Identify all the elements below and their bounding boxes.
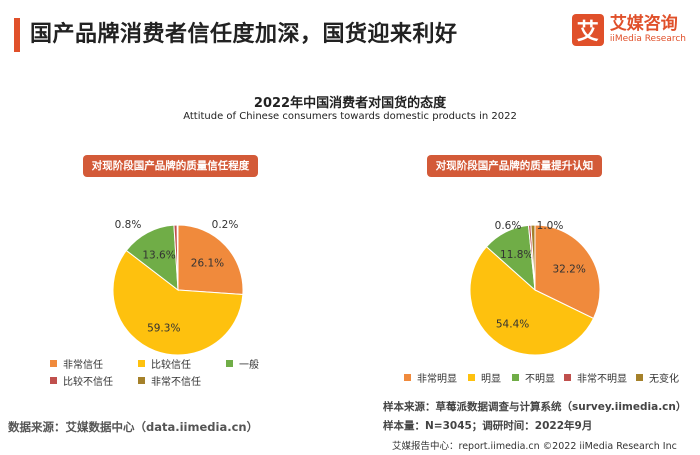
legend-label: 明显 [481, 374, 501, 385]
legend-label: 非常不明显 [577, 374, 627, 385]
legend-label: 不明显 [525, 374, 555, 385]
pie-slice-1 [177, 224, 244, 296]
legend-swatch [468, 374, 475, 381]
legend-swatch [564, 374, 571, 381]
right-chart-title: 对现阶段国产品牌的质量提升认知 [427, 155, 602, 177]
page-title: 国产品牌消费者信任度加深，国货迎来利好 [30, 22, 458, 47]
left-chart-title: 对现阶段国产品牌的质量信任程度 [83, 155, 258, 177]
legend-item: 非常不明显 [564, 370, 627, 385]
pie-slice-3 [125, 224, 179, 292]
data-source: 数据来源：艾媒数据中心（data.iimedia.cn） [8, 420, 259, 434]
legend-item: 一般 [226, 356, 259, 371]
legend-item: 明显 [468, 370, 501, 385]
logo-text: 艾媒咨询 iiMedia Research [610, 15, 686, 45]
data-label: 54.4% [496, 318, 529, 330]
legend-item: 非常不信任 [138, 373, 201, 388]
data-label: 0.6% [495, 220, 522, 232]
data-label: 13.6% [142, 249, 175, 261]
legend-item: 无变化 [636, 370, 679, 385]
legend-label: 非常信任 [63, 360, 103, 371]
legend-label: 比较信任 [151, 360, 191, 371]
legend-swatch [138, 377, 145, 384]
logo-mark-icon: 艾 [571, 14, 604, 46]
legend-item: 非常信任 [50, 356, 103, 371]
legend-label: 无变化 [649, 374, 679, 385]
data-label: 1.0% [537, 220, 564, 232]
legend-swatch [512, 374, 519, 381]
legend-swatch [226, 360, 233, 367]
pie-slice-2 [469, 246, 595, 356]
data-label: 59.3% [147, 323, 180, 335]
legend-swatch [50, 360, 57, 367]
legend-item: 比较信任 [138, 356, 191, 371]
legend-item: 不明显 [512, 370, 555, 385]
data-label: 32.2% [552, 264, 585, 276]
data-label: 0.8% [115, 219, 142, 231]
legend-label: 非常明显 [417, 374, 457, 385]
sample-size: 样本量：N=3045；调研时间：2022年9月 [383, 420, 593, 432]
iimedia-logo: 艾 艾媒咨询 iiMedia Research [571, 14, 686, 46]
data-label: 0.2% [212, 219, 239, 231]
legend-swatch [636, 374, 643, 381]
legend-swatch [50, 377, 57, 384]
data-label: 11.8% [500, 249, 533, 261]
logo-en: iiMedia Research [609, 34, 686, 44]
legend-item: 比较不信任 [50, 373, 113, 388]
legend-label: 一般 [239, 360, 259, 371]
data-label: 26.1% [191, 258, 224, 270]
pie-slice-1 [534, 224, 601, 320]
title-accent-bar [14, 18, 20, 52]
legend-swatch [404, 374, 411, 381]
legend-swatch [138, 360, 145, 367]
pie-slice-2 [112, 249, 244, 356]
sample-source: 样本来源：草莓派数据调查与计算系统（survey.iimedia.cn） [383, 401, 687, 413]
legend-item: 非常明显 [404, 370, 457, 385]
legend-label: 非常不信任 [151, 377, 201, 388]
logo-cn: 艾媒咨询 [609, 14, 678, 34]
footer-credit: 艾媒报告中心：report.iimedia.cn ©2022 iiMedia R… [392, 441, 677, 452]
pie-slice-5 [530, 224, 536, 291]
legend-label: 比较不信任 [63, 377, 113, 388]
chart-subtitle: Attitude of Chinese consumers towards do… [183, 111, 517, 122]
pie-slice-5 [176, 224, 179, 291]
chart-title: 2022年中国消费者对国货的态度 [253, 96, 447, 111]
